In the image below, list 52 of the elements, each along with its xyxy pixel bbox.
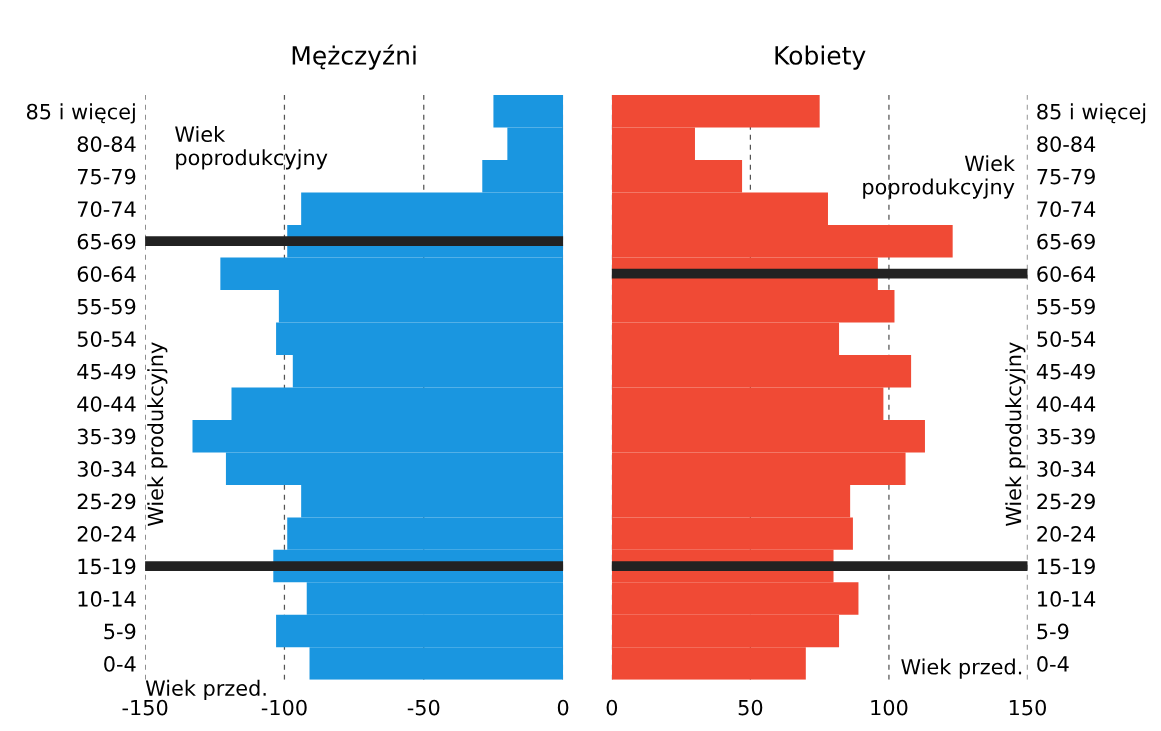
y-tick-label: 50-54 xyxy=(77,331,136,347)
y-tick-label: 5-9 xyxy=(1037,623,1069,640)
y-tick-label: 20-24 xyxy=(1037,526,1096,542)
y-tick-label: 0-4 xyxy=(1037,656,1069,672)
y-tick-label: 15-19 xyxy=(78,558,136,575)
annotation: Wiek przed. xyxy=(145,679,266,700)
x-tick-label: 50 xyxy=(738,699,763,716)
annotation: Wiek produkcyjny xyxy=(147,342,168,527)
x-tick-label: 0 xyxy=(557,699,569,716)
y-tick-label: 50-54 xyxy=(1037,331,1096,347)
chart-title: Kobiety xyxy=(775,45,866,70)
x-tick-label: -50 xyxy=(407,699,440,716)
y-tick-label: 70-74 xyxy=(77,201,136,217)
y-tick-label: 15-19 xyxy=(1038,558,1095,575)
y-tick-label: 80-84 xyxy=(77,136,136,152)
y-tick-label: 10-14 xyxy=(78,591,136,607)
y-tick-label: 40-44 xyxy=(77,396,136,412)
y-tick-label: 70-74 xyxy=(1037,201,1096,217)
y-tick-label: 75-79 xyxy=(77,168,136,185)
y-tick-label: 65-69 xyxy=(1037,233,1095,250)
y-tick-label: 85 i więcej xyxy=(1037,103,1146,124)
y-tick-label: 60-64 xyxy=(1037,266,1096,282)
x-tick-label: -150 xyxy=(122,699,168,716)
y-tick-label: 40-44 xyxy=(1036,396,1096,412)
y-tick-label: 45-49 xyxy=(1036,363,1095,380)
y-tick-label: 60-64 xyxy=(77,266,136,282)
y-tick-label: 20-24 xyxy=(77,526,136,542)
y-tick-label: 5-9 xyxy=(104,623,136,640)
y-tick-label: 75-79 xyxy=(1037,168,1095,185)
y-tick-label: 55-59 xyxy=(77,298,136,315)
y-tick-label: 25-29 xyxy=(77,493,136,510)
y-tick-label: 25-29 xyxy=(1037,493,1095,510)
annotation: Wiek produkcyjny xyxy=(1005,342,1026,527)
y-tick-label: 35-39 xyxy=(1037,428,1095,445)
annotation: Wiek poprodukcyjny xyxy=(175,125,328,170)
y-tick-label: 85 i więcej xyxy=(26,103,135,124)
y-tick-label: 45-49 xyxy=(77,363,136,380)
annotation: Wiek przed. xyxy=(901,658,1022,679)
y-tick-label: 30-34 xyxy=(1037,461,1096,477)
annotation: Wiek poprodukcyjny xyxy=(863,155,1015,199)
x-tick-label: 100 xyxy=(871,699,908,716)
y-tick-label: 30-34 xyxy=(77,461,136,477)
x-tick-label: -100 xyxy=(261,699,307,716)
x-tick-label: 0 xyxy=(606,699,618,716)
y-tick-label: 10-14 xyxy=(1038,591,1096,607)
y-tick-label: 55-59 xyxy=(1037,298,1095,315)
y-tick-label: 35-39 xyxy=(77,428,136,445)
chart-title: Mężczyźni xyxy=(292,44,416,70)
y-tick-label: 0-4 xyxy=(104,656,136,672)
y-tick-label: 80-84 xyxy=(1037,136,1096,152)
x-tick-label: 150 xyxy=(1009,699,1046,716)
y-tick-label: 65-69 xyxy=(77,233,136,250)
